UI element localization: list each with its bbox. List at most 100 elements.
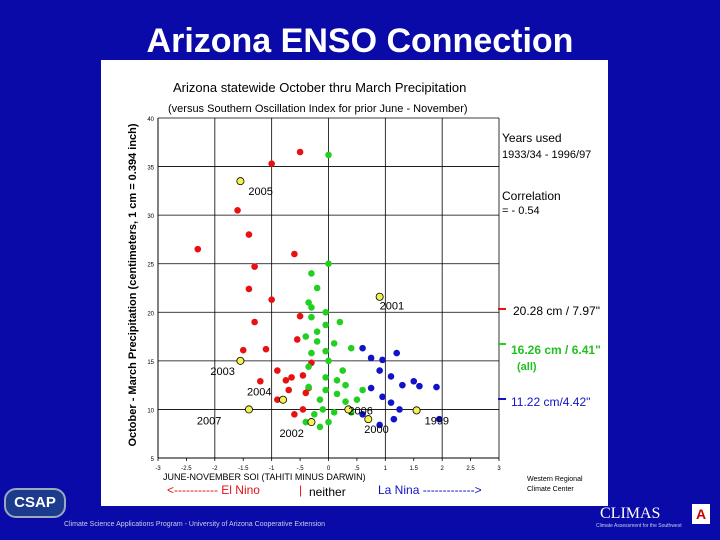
- data-point-el-nino: [274, 396, 281, 404]
- data-point-recent-years: [375, 292, 384, 301]
- data-point-la-nina: [436, 415, 443, 423]
- data-point-recent-years: [412, 406, 421, 415]
- info-years-title: Years used: [502, 131, 562, 145]
- data-point-el-nino: [245, 285, 253, 293]
- x-tick-label: -1.5: [238, 466, 249, 472]
- slide-title: Arizona ENSO Connection: [146, 22, 574, 60]
- data-point-neither: [322, 308, 329, 316]
- data-point-el-nino: [262, 345, 270, 353]
- data-point-el-nino: [251, 318, 258, 326]
- data-point-el-nino: [251, 263, 258, 270]
- data-point-la-nina: [367, 384, 375, 392]
- data-point-recent-years: [244, 405, 253, 414]
- data-point-el-nino: [302, 389, 310, 397]
- data-point-recent-years: [279, 395, 288, 404]
- chart-subtitle: (versus Southern Oscillation Index for p…: [168, 103, 468, 115]
- data-point-neither: [313, 338, 321, 345]
- data-point-neither: [330, 340, 338, 347]
- data-point-neither: [308, 349, 315, 357]
- data-point-neither: [342, 381, 349, 389]
- data-point-neither: [325, 418, 332, 426]
- chart-title: Arizona statewide October thru March Pre…: [173, 80, 466, 95]
- y-tick-label: 35: [147, 166, 154, 172]
- grid-lines: [157, 117, 500, 459]
- footer-text: Climate Science Applications Program - U…: [64, 521, 326, 528]
- data-point-el-nino: [291, 250, 298, 258]
- x-tick-label: .5: [354, 466, 360, 472]
- data-point-la-nina: [387, 399, 395, 406]
- reference-labels: 20.28 cm / 7.97" 16.26 cm / 6.41" (all) …: [498, 304, 601, 409]
- data-point-la-nina: [396, 406, 403, 413]
- data-point-el-nino: [296, 312, 304, 320]
- data-point-neither: [319, 406, 327, 413]
- data-point-neither: [347, 344, 355, 352]
- data-point-neither: [305, 299, 312, 306]
- x-tick-label: -2: [212, 466, 218, 472]
- data-point-neither: [325, 357, 332, 365]
- year-label: 1999: [425, 415, 449, 427]
- data-point-neither: [302, 333, 310, 340]
- data-point-neither: [308, 313, 315, 321]
- data-point-el-nino: [299, 372, 307, 379]
- data-point-la-nina: [376, 421, 383, 429]
- ref-sublabel-neutral: (all): [517, 361, 537, 373]
- point-labels: 2005 2001 2003 2004 2007 2002 2006 2000 1999: [197, 186, 449, 440]
- data-point-el-nino: [291, 410, 298, 418]
- data-point-el-nino: [288, 374, 295, 381]
- data-point-la-nina: [433, 383, 440, 391]
- data-point-la-nina: [367, 354, 375, 362]
- year-label: 2001: [380, 301, 404, 313]
- data-point-el-nino: [234, 206, 241, 214]
- data-point-el-nino: [293, 336, 301, 343]
- x-tick-label: 3: [497, 466, 501, 472]
- data-point-neither: [353, 396, 361, 404]
- y-tick-label: 25: [147, 263, 154, 269]
- data-point-neither: [330, 409, 338, 416]
- data-point-neither: [308, 270, 315, 277]
- data-point-recent-years: [236, 356, 245, 365]
- climas-tagline: Climate Assessment for the Southwest: [596, 523, 682, 529]
- data-point-neither: [308, 304, 315, 311]
- x-tick-label: -.5: [297, 466, 305, 472]
- info-corr-value: = - 0.54: [502, 205, 540, 217]
- x-tick-label: -3: [155, 466, 161, 472]
- university-a-logo: A: [692, 504, 710, 524]
- data-point-el-nino: [239, 346, 247, 354]
- x-tick-label: 2: [440, 466, 444, 472]
- info-corr-title: Correlation: [502, 189, 561, 203]
- data-point-neither: [322, 321, 329, 329]
- data-point-la-nina: [393, 349, 401, 357]
- data-point-neither: [342, 398, 349, 405]
- data-point-la-nina: [399, 381, 406, 389]
- data-point-la-nina: [390, 415, 398, 423]
- year-label: 2003: [210, 366, 234, 378]
- el-nino-label: <----------- El Nino: [167, 483, 260, 497]
- year-label: 2002: [279, 428, 303, 440]
- data-point-recent-years: [344, 405, 353, 414]
- data-point-neither: [359, 386, 366, 394]
- chart-panel: Arizona statewide October thru March Pre…: [101, 60, 608, 506]
- data-point-el-nino: [257, 377, 264, 385]
- data-point-neither: [333, 376, 341, 384]
- neither-label: neither: [309, 485, 346, 499]
- y-tick-label: 5: [151, 457, 155, 463]
- data-point-el-nino: [285, 386, 293, 394]
- data-point-el-nino: [274, 367, 281, 374]
- scatter-chart: Arizona statewide October thru March Pre…: [127, 80, 601, 499]
- ref-label-el-nino: 20.28 cm / 7.97": [513, 304, 600, 318]
- year-label: 2000: [364, 424, 388, 436]
- data-point-el-nino: [245, 231, 253, 238]
- y-tick-label: 15: [147, 360, 154, 366]
- y-tick-label: 10: [147, 408, 154, 414]
- phase-divider: |: [299, 483, 302, 497]
- la-nina-label: La Nina ------------->: [378, 483, 482, 497]
- csap-logo: CSAP: [4, 488, 66, 518]
- y-tick-label: 30: [147, 214, 154, 220]
- footer-bar: [0, 506, 720, 540]
- axes: [157, 118, 500, 461]
- x-tick-label: 1.5: [410, 466, 419, 472]
- data-point-el-nino: [268, 296, 275, 303]
- data-point-neither: [325, 260, 332, 268]
- data-point-neither: [305, 363, 312, 370]
- data-point-neither: [333, 390, 341, 398]
